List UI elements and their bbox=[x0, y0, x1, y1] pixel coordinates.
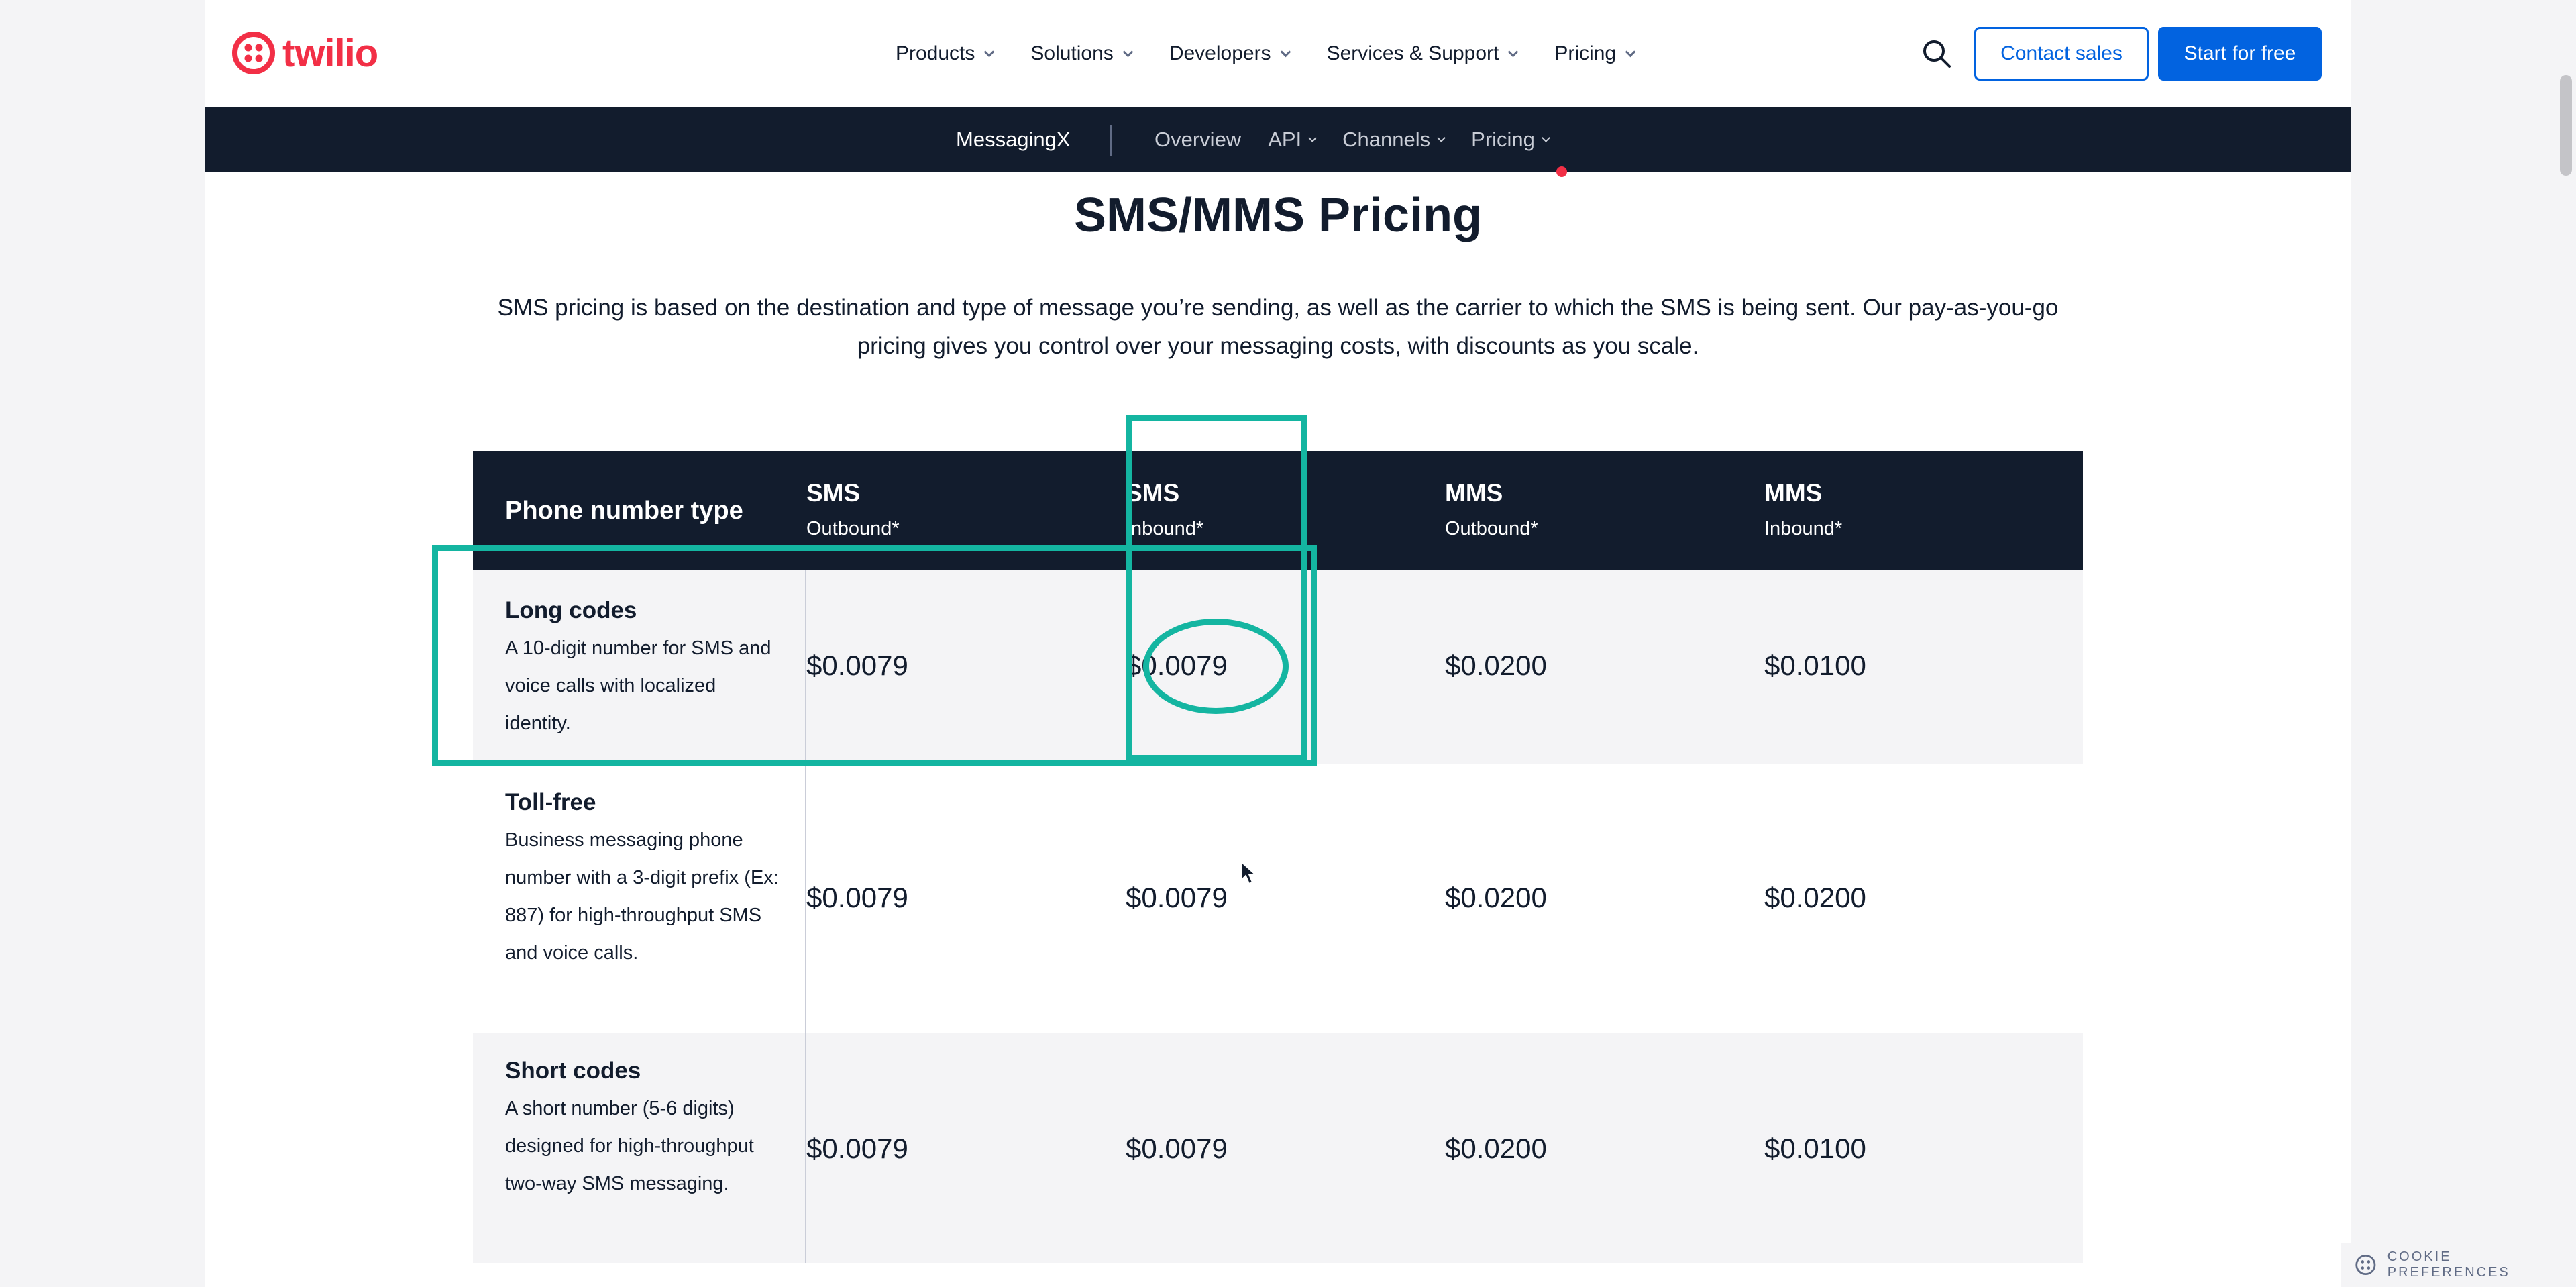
price-cell: $0.0200 bbox=[1445, 882, 1547, 913]
nav-item-label: Services & Support bbox=[1326, 42, 1499, 64]
price-cell: $0.0079 bbox=[806, 882, 908, 913]
scrollbar-track[interactable] bbox=[2556, 0, 2576, 1287]
column-header-phone-number-type: Phone number type bbox=[505, 496, 743, 525]
price-cell: $0.0079 bbox=[806, 1133, 908, 1164]
row-label: Toll-free Business messaging phone numbe… bbox=[505, 788, 780, 972]
row-name: Short codes bbox=[505, 1058, 641, 1084]
logo-text: twilio bbox=[282, 31, 378, 75]
main-menu: Products Solutions Developers Services &… bbox=[896, 35, 1672, 72]
nav-item-label: Pricing bbox=[1554, 42, 1617, 64]
column-header-subtitle: Outbound* bbox=[806, 518, 900, 539]
subnav-item-label: Channels bbox=[1342, 127, 1431, 151]
nav-item-services-support[interactable]: Services & Support bbox=[1326, 42, 1519, 65]
subnav-items: Overview API Channels Pricing bbox=[1155, 107, 1576, 172]
chevron-down-icon bbox=[1542, 133, 1550, 142]
subnav-item-overview[interactable]: Overview bbox=[1155, 127, 1241, 152]
search-icon[interactable] bbox=[1921, 38, 1953, 70]
column-header-title: MMS bbox=[1445, 479, 1503, 507]
cookie-preferences-button[interactable]: COOKIE PREFERENCES bbox=[2341, 1243, 2563, 1287]
price-cell: $0.0200 bbox=[1445, 1133, 1547, 1164]
subnav-item-channels[interactable]: Channels bbox=[1342, 127, 1446, 152]
column-header-mms-inbound: MMS Inbound* bbox=[1764, 478, 1842, 542]
nav-item-label: Products bbox=[896, 42, 975, 64]
column-header-sms-outbound: SMS Outbound* bbox=[806, 478, 900, 542]
subnav-item-api[interactable]: API bbox=[1268, 127, 1318, 152]
price-cell: $0.0079 bbox=[1126, 650, 1228, 681]
price-cell: $0.0100 bbox=[1764, 650, 1866, 681]
price-cell: $0.0079 bbox=[1126, 882, 1228, 913]
row-description: A short number (5-6 digits) designed for… bbox=[505, 1098, 754, 1194]
start-for-free-button[interactable]: Start for free bbox=[2158, 27, 2322, 81]
active-indicator-dot bbox=[1556, 166, 1567, 177]
column-header-subtitle: Inbound* bbox=[1126, 518, 1204, 539]
row-label: Long codes A 10-digit number for SMS and… bbox=[505, 596, 780, 742]
page-title: SMS/MMS Pricing bbox=[1073, 189, 1483, 242]
price-cell: $0.0100 bbox=[1764, 1133, 1866, 1164]
column-header-sms-inbound: SMS Inbound* bbox=[1126, 478, 1203, 542]
table-row: Toll-free Business messaging phone numbe… bbox=[473, 764, 2083, 1033]
nav-item-products[interactable]: Products bbox=[896, 42, 995, 65]
chevron-down-icon bbox=[1308, 133, 1318, 142]
intro-paragraph: SMS pricing is based on the destination … bbox=[497, 295, 2059, 359]
chevron-down-icon bbox=[1508, 46, 1519, 57]
table-row: Long codes A 10-digit number for SMS and… bbox=[473, 570, 2083, 764]
nav-item-pricing[interactable]: Pricing bbox=[1554, 42, 1636, 65]
column-header-title: MMS bbox=[1764, 479, 1823, 507]
table-header: Phone number type SMS Outbound* SMS Inbo… bbox=[473, 451, 2083, 570]
column-header-subtitle: Inbound* bbox=[1764, 518, 1843, 539]
column-header-subtitle: Outbound* bbox=[1445, 518, 1538, 539]
price-cell: $0.0200 bbox=[1445, 650, 1547, 681]
nav-item-solutions[interactable]: Solutions bbox=[1030, 42, 1134, 65]
chevron-down-icon bbox=[1280, 46, 1291, 57]
chevron-down-icon bbox=[1122, 46, 1134, 57]
column-divider bbox=[805, 570, 806, 764]
top-navigation: twilio Products Solutions Developers Ser… bbox=[205, 0, 2351, 107]
page: twilio Products Solutions Developers Ser… bbox=[205, 0, 2351, 1287]
cookie-preferences-label: COOKIE PREFERENCES bbox=[2387, 1249, 2510, 1280]
price-cell: $0.0079 bbox=[1126, 1133, 1228, 1164]
twilio-logo-icon bbox=[232, 32, 275, 74]
subnav-item-label: API bbox=[1268, 127, 1302, 151]
chevron-down-icon bbox=[1437, 133, 1446, 142]
row-label: Short codes A short number (5-6 digits) … bbox=[505, 1056, 780, 1202]
twilio-logo[interactable]: twilio bbox=[231, 30, 378, 76]
scrollbar-thumb[interactable] bbox=[2560, 75, 2572, 176]
subnav-item-pricing[interactable]: Pricing bbox=[1471, 127, 1550, 152]
row-description: Business messaging phone number with a 3… bbox=[505, 829, 779, 964]
column-divider bbox=[805, 1033, 806, 1263]
chevron-down-icon bbox=[984, 46, 995, 57]
nav-item-label: Solutions bbox=[1030, 42, 1114, 64]
mouse-cursor-icon bbox=[1240, 860, 1257, 885]
nav-item-label: Developers bbox=[1169, 42, 1271, 64]
column-header-mms-outbound: MMS Outbound* bbox=[1445, 478, 1538, 542]
product-subnav: MessagingX Overview API Channels Pricing bbox=[205, 107, 2351, 172]
chevron-down-icon bbox=[1625, 46, 1636, 57]
price-cell: $0.0079 bbox=[806, 650, 908, 681]
row-description: A 10-digit number for SMS and voice call… bbox=[505, 637, 771, 734]
subnav-divider bbox=[1110, 125, 1112, 156]
subnav-item-label: Overview bbox=[1155, 127, 1242, 151]
column-header-title: SMS bbox=[806, 479, 861, 507]
subnav-item-label: Pricing bbox=[1471, 127, 1535, 151]
column-header-title: SMS bbox=[1126, 479, 1180, 507]
contact-sales-button[interactable]: Contact sales bbox=[1974, 27, 2149, 81]
pricing-table: Phone number type SMS Outbound* SMS Inbo… bbox=[473, 451, 2083, 1263]
subnav-brand[interactable]: MessagingX bbox=[956, 127, 1071, 151]
row-name: Long codes bbox=[505, 597, 637, 623]
table-row: Short codes A short number (5-6 digits) … bbox=[473, 1033, 2083, 1263]
column-divider bbox=[805, 764, 806, 1033]
price-cell: $0.0200 bbox=[1764, 882, 1866, 913]
nav-item-developers[interactable]: Developers bbox=[1169, 42, 1291, 65]
row-name: Toll-free bbox=[505, 789, 596, 815]
cookie-icon bbox=[2355, 1254, 2376, 1276]
